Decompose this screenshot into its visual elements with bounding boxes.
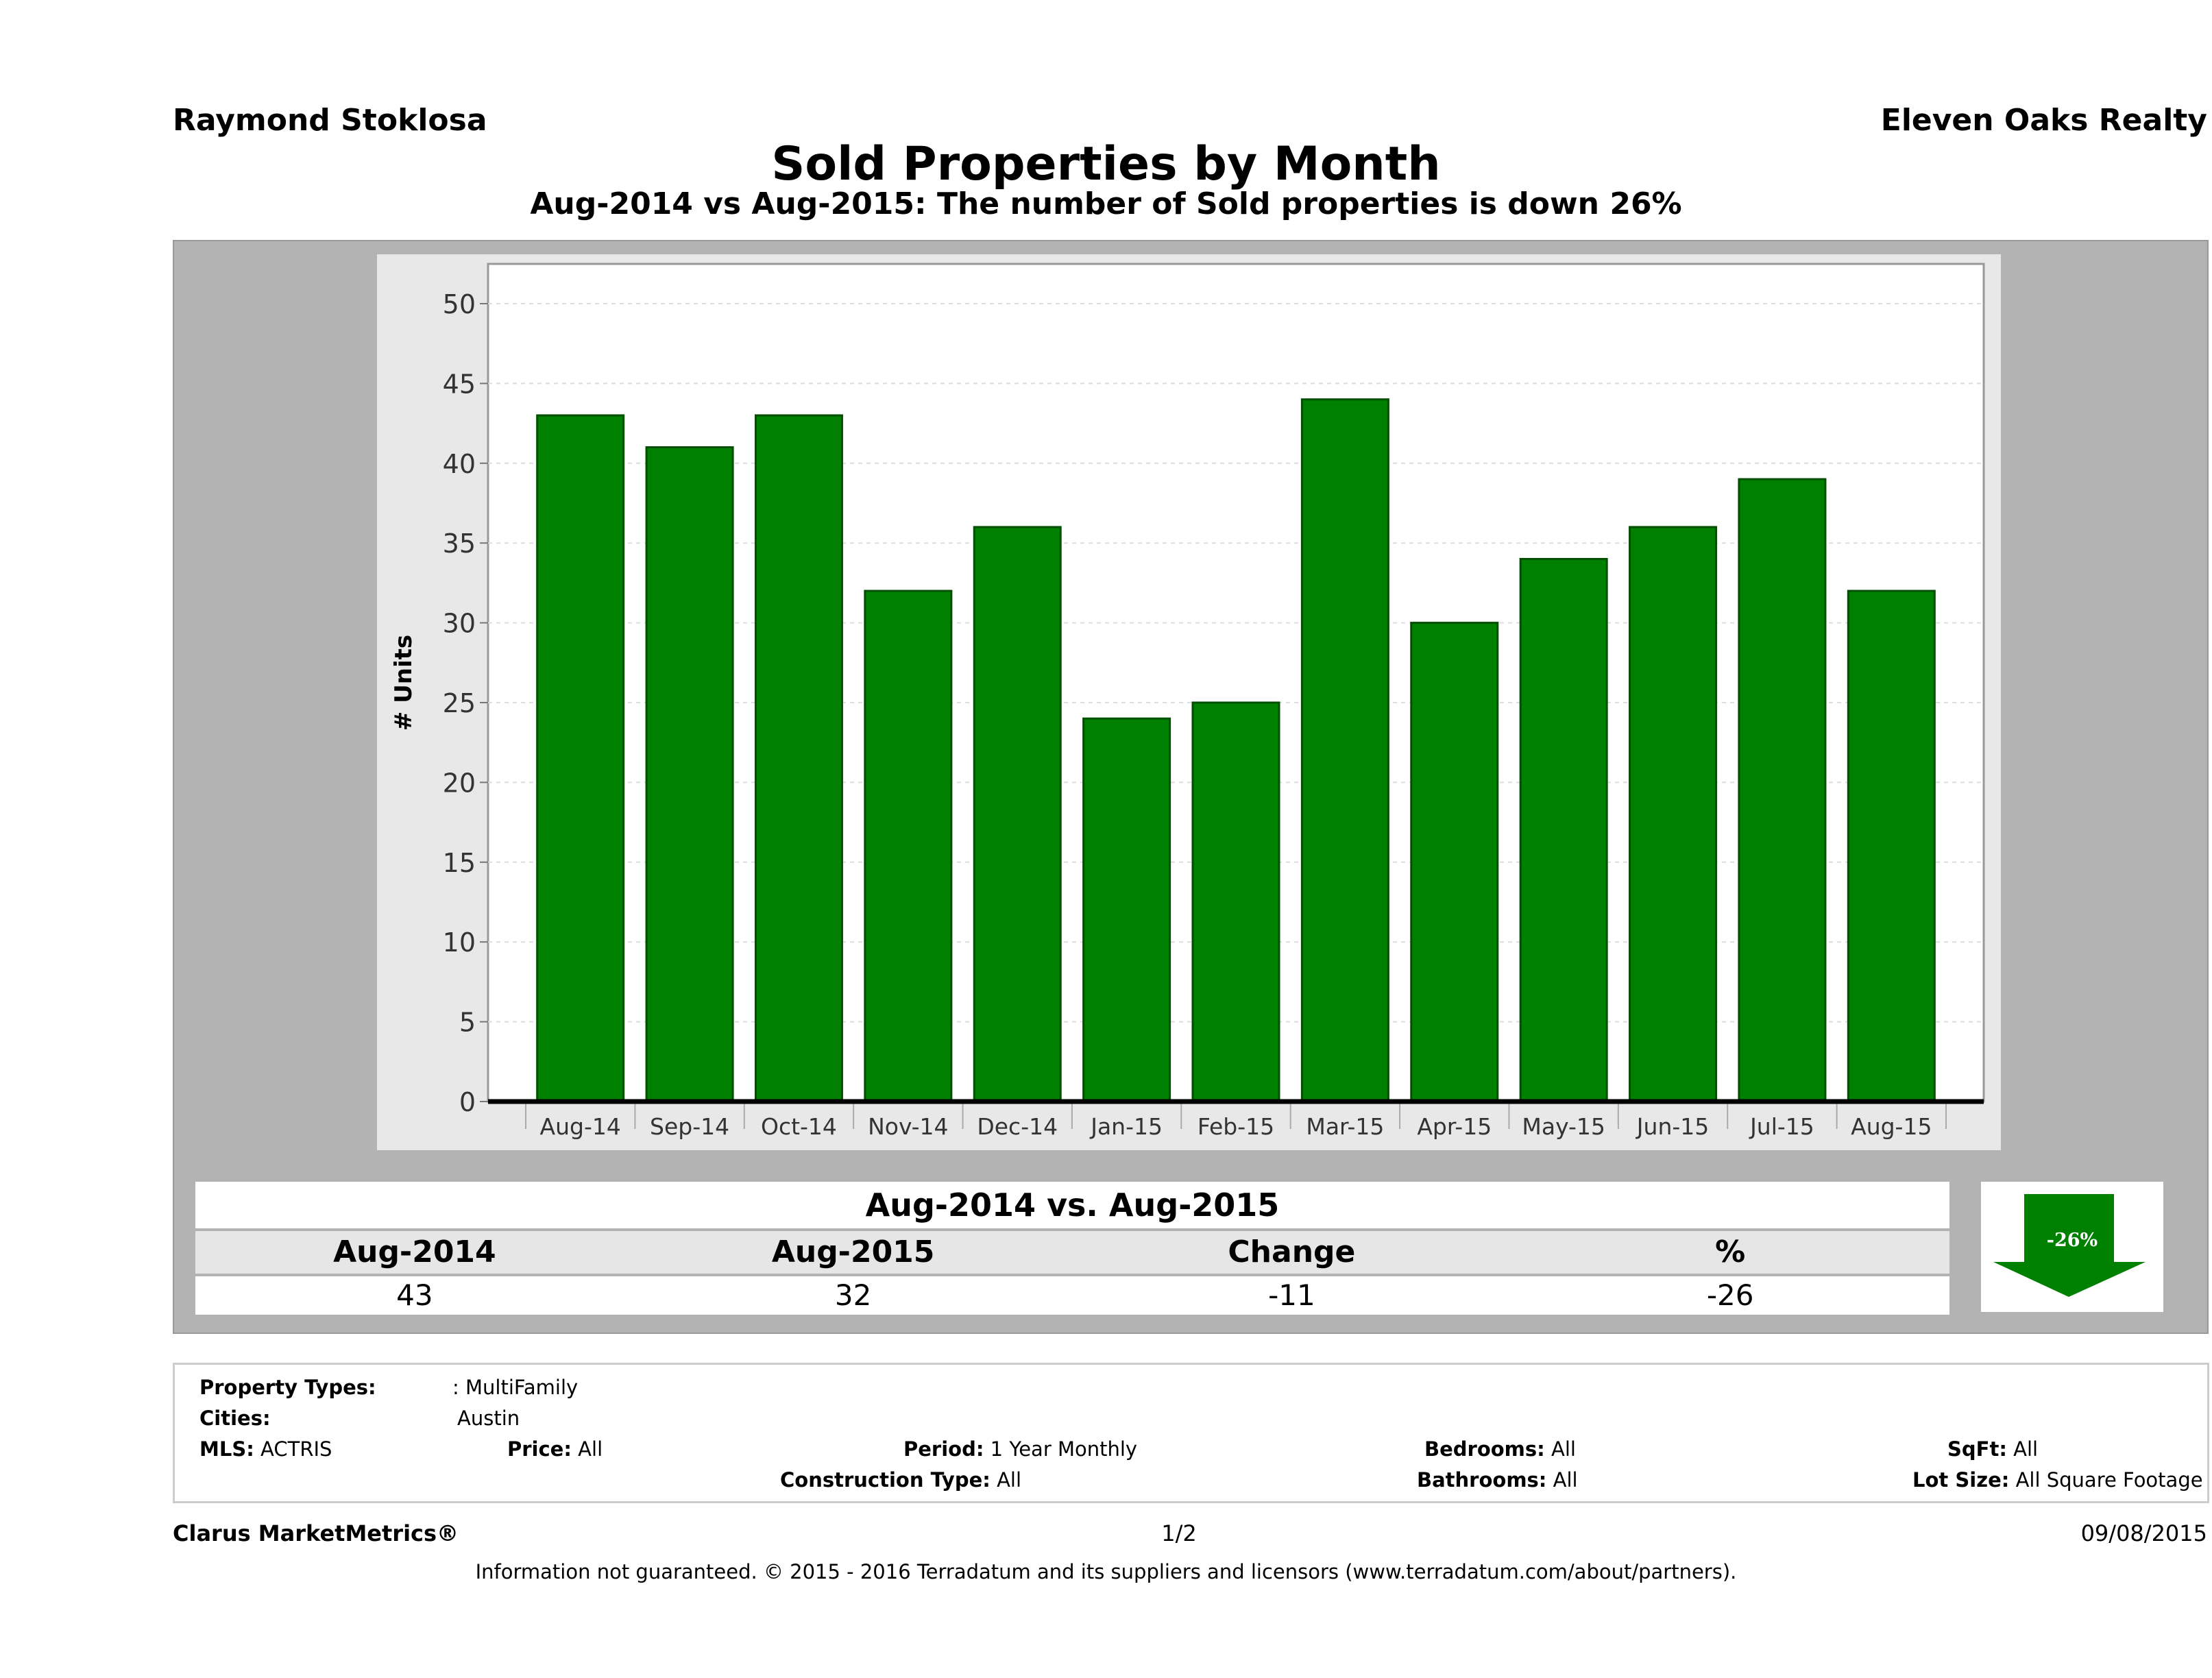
brokerage-name: Eleven Oaks Realty — [1880, 103, 2207, 138]
report-date: 09/08/2015 — [2080, 1520, 2207, 1546]
comparison-title: Aug-2014 vs. Aug-2015 — [865, 1187, 1280, 1224]
value: All — [1553, 1468, 1578, 1492]
x-tick-label: Aug-14 — [540, 1113, 621, 1140]
chart-container: 0 5 10 15 20 25 30 35 40 45 50 # Units Aug-14 Sep-14 O… — [377, 254, 2001, 1150]
bar — [1738, 478, 1827, 1103]
y-tick-label: 30 — [443, 609, 476, 639]
y-tick-label: 20 — [443, 768, 476, 798]
y-tick-label: 0 — [459, 1087, 476, 1117]
x-tick-label: Oct-14 — [761, 1113, 837, 1140]
y-tick-label: 35 — [443, 528, 476, 559]
page-title: Sold Properties by Month — [771, 137, 1441, 191]
value: ACTRIS — [260, 1437, 332, 1461]
value: All — [2013, 1437, 2039, 1461]
label: SqFt: — [1947, 1437, 2007, 1461]
value: All Square Footage — [2015, 1468, 2203, 1492]
x-tick-label: Jan-15 — [1089, 1113, 1163, 1140]
x-tick-label: Nov-14 — [868, 1113, 948, 1140]
y-axis-label: # Units — [390, 635, 417, 731]
label: Cities: — [199, 1407, 271, 1430]
bar — [1191, 701, 1280, 1103]
x-tick-label: Jun-15 — [1636, 1113, 1709, 1140]
page-number: 1/2 — [1161, 1520, 1197, 1546]
cell-value: 43 — [396, 1278, 433, 1312]
x-tick-label: Feb-15 — [1198, 1113, 1274, 1140]
x-tick-label: Dec-14 — [977, 1113, 1058, 1140]
label: Lot Size: — [1912, 1468, 2010, 1492]
bar — [645, 446, 734, 1103]
bar — [864, 589, 953, 1103]
cell-value: -11 — [1268, 1278, 1315, 1312]
x-tick-label: Aug-15 — [1851, 1113, 1932, 1140]
arrow-down-icon — [1993, 1194, 2146, 1297]
label: Bedrooms: — [1424, 1437, 1545, 1461]
bar — [1082, 717, 1171, 1103]
value: 1 Year Monthly — [990, 1437, 1138, 1461]
cell-value: 32 — [834, 1278, 872, 1312]
arrow-label: -26% — [2046, 1230, 2098, 1251]
bar-chart: 0 5 10 15 20 25 30 35 40 45 50 # Units Aug-14 Sep-14 O… — [390, 263, 1985, 1140]
value: : MultiFamily — [452, 1376, 579, 1399]
bar — [1300, 398, 1389, 1103]
value: All — [997, 1468, 1022, 1492]
label: Price: — [507, 1437, 572, 1461]
y-tick-label: 25 — [443, 688, 476, 718]
x-tick-label: Jul-15 — [1749, 1113, 1814, 1140]
brand: Clarus MarketMetrics® — [173, 1520, 459, 1546]
label: Construction Type: — [780, 1468, 990, 1492]
x-tick-label: May-15 — [1522, 1113, 1605, 1140]
y-tick-label: 40 — [443, 449, 476, 479]
col-header: Change — [1228, 1235, 1356, 1269]
cell-value: -26 — [1706, 1278, 1754, 1312]
value: All — [1551, 1437, 1576, 1461]
y-tick-label: 50 — [443, 289, 476, 319]
label: Period: — [903, 1437, 984, 1461]
y-tick-label: 5 — [459, 1008, 476, 1038]
bar — [1410, 622, 1499, 1103]
bar — [536, 414, 625, 1103]
page-subtitle: Aug-2014 vs Aug-2015: The number of Sold… — [530, 186, 1682, 221]
col-header: Aug-2015 — [771, 1235, 935, 1269]
change-arrow-box: -26% — [1981, 1182, 2163, 1312]
bar — [754, 414, 843, 1103]
col-header: Aug-2014 — [333, 1235, 496, 1269]
col-header: % — [1715, 1235, 1746, 1269]
disclaimer: Information not guaranteed. © 2015 - 201… — [475, 1560, 1737, 1583]
x-tick-label: Mar-15 — [1306, 1113, 1384, 1140]
label: MLS: — [199, 1437, 254, 1461]
label: Bathrooms: — [1417, 1468, 1547, 1492]
x-tick-label: Apr-15 — [1417, 1113, 1492, 1140]
bar — [1519, 557, 1608, 1103]
x-tick-label: Sep-14 — [650, 1113, 729, 1140]
label: Property Types: — [199, 1376, 376, 1399]
value: All — [578, 1437, 603, 1461]
y-tick-label: 45 — [443, 369, 476, 399]
agent-name: Raymond Stoklosa — [173, 103, 487, 138]
bar — [1847, 589, 1936, 1103]
y-tick-label: 10 — [443, 927, 476, 958]
value: Austin — [457, 1407, 520, 1430]
filter-summary: Property Types: : MultiFamily Cities: Au… — [173, 1363, 2209, 1503]
bar — [973, 526, 1062, 1103]
bar — [1629, 526, 1718, 1103]
y-tick-label: 15 — [443, 848, 476, 878]
